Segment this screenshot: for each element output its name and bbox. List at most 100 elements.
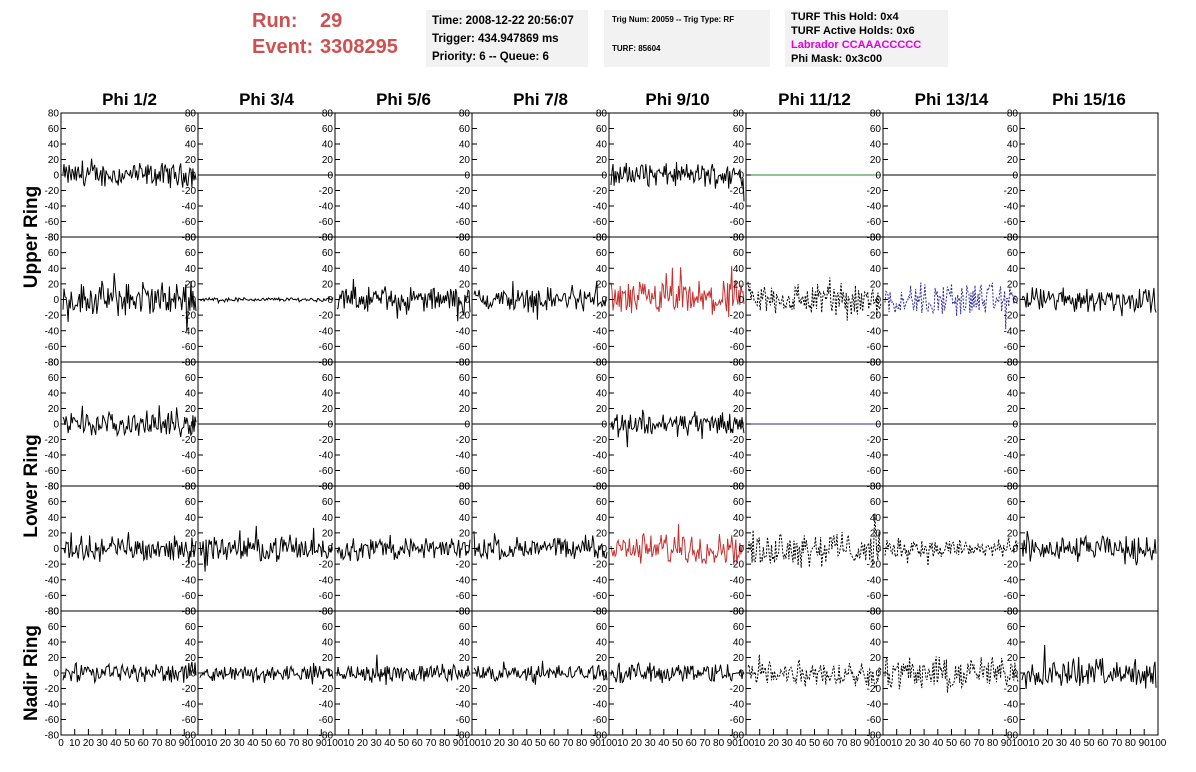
y-tick-label: 0: [1012, 420, 1018, 431]
y-tick-label: -80: [593, 731, 608, 742]
x-tick-label: 90: [453, 738, 465, 749]
y-tick-label: 80: [459, 358, 471, 369]
y-tick-label: -80: [45, 731, 60, 742]
y-tick-label: -20: [867, 560, 882, 571]
y-tick-label: -40: [1004, 326, 1019, 337]
x-tick-label: 30: [97, 738, 109, 749]
y-tick-label: 80: [870, 233, 882, 244]
y-tick-label: -80: [730, 731, 745, 742]
y-tick-label: -20: [456, 311, 471, 322]
y-tick-label: -40: [730, 451, 745, 462]
y-tick-label: -40: [1004, 451, 1019, 462]
y-tick-label: 80: [459, 109, 471, 120]
x-tick-label: 40: [110, 738, 122, 749]
y-tick-label: -60: [867, 466, 882, 477]
y-tick-label: 60: [870, 248, 882, 259]
phi-mask-line: Phi Mask: 0x3c00: [791, 53, 883, 65]
x-tick-label: 60: [275, 738, 287, 749]
y-tick-label: -40: [319, 451, 334, 462]
trigger-line: Trigger: 434.947869 ms: [432, 33, 559, 45]
y-tick-label: -40: [319, 202, 334, 213]
x-tick-label: 40: [521, 738, 533, 749]
y-tick-label: -20: [730, 186, 745, 197]
waveform-trace: [610, 409, 745, 448]
y-tick-label: 20: [1007, 653, 1019, 664]
y-tick-label: 80: [596, 358, 608, 369]
y-tick-label: 40: [733, 389, 745, 400]
y-tick-label: 0: [738, 295, 744, 306]
y-tick-label: 20: [733, 279, 745, 290]
x-tick-label: 10: [206, 738, 218, 749]
x-tick-label: 60: [138, 738, 150, 749]
y-tick-label: 60: [596, 124, 608, 135]
y-tick-label: 0: [738, 420, 744, 431]
y-tick-label: 80: [48, 109, 60, 120]
x-tick-label: 60: [412, 738, 424, 749]
y-tick-label: 0: [1012, 171, 1018, 182]
y-tick-label: 0: [327, 669, 333, 680]
y-tick-label: 80: [322, 482, 334, 493]
y-tick-label: 20: [870, 404, 882, 415]
y-tick-label: 60: [733, 373, 745, 384]
x-tick-label: 60: [960, 738, 972, 749]
y-tick-label: 80: [870, 482, 882, 493]
y-tick-label: 0: [53, 295, 59, 306]
panel-frame: [471, 236, 610, 363]
y-tick-label: -40: [593, 326, 608, 337]
y-tick-label: -20: [319, 311, 334, 322]
y-tick-label: -20: [867, 684, 882, 695]
y-tick-label: 40: [48, 389, 60, 400]
y-tick-label: 20: [48, 653, 60, 664]
y-tick-label: -80: [319, 731, 334, 742]
y-tick-label: -20: [593, 560, 608, 571]
x-tick-label: 80: [165, 738, 177, 749]
waveform-trace: [62, 273, 197, 332]
y-tick-label: 0: [875, 171, 881, 182]
trig-num-line: Trig Num: 20059 -- Trig Type: RF: [612, 15, 735, 24]
waveform-trace: [199, 525, 334, 572]
waveform-trace: [336, 654, 471, 685]
y-tick-label: -20: [45, 435, 60, 446]
x-tick-label: 10: [891, 738, 903, 749]
y-tick-label: 40: [870, 638, 882, 649]
y-tick-label: -40: [730, 700, 745, 711]
y-tick-label: -60: [867, 342, 882, 353]
column-title: Phi 11/12: [778, 90, 851, 109]
y-tick-label: -20: [45, 311, 60, 322]
y-tick-label: 60: [733, 248, 745, 259]
y-tick-label: 80: [48, 482, 60, 493]
panel-frame: [882, 610, 1021, 736]
y-tick-label: 60: [733, 622, 745, 633]
y-tick-label: 0: [464, 420, 470, 431]
y-tick-label: -80: [456, 482, 471, 493]
y-tick-label: 0: [601, 420, 607, 431]
y-tick-label: 60: [1007, 373, 1019, 384]
y-tick-label: -20: [1004, 560, 1019, 571]
y-tick-label: -80: [319, 233, 334, 244]
y-tick-label: 80: [596, 607, 608, 618]
y-tick-label: -40: [593, 700, 608, 711]
y-tick-label: 20: [459, 404, 471, 415]
y-tick-label: -60: [319, 591, 334, 602]
y-tick-label: 60: [322, 497, 334, 508]
y-tick-label: 20: [1007, 279, 1019, 290]
y-tick-label: 40: [1007, 513, 1019, 524]
y-tick-label: 40: [596, 638, 608, 649]
y-tick-label: 20: [1007, 528, 1019, 539]
x-tick-label: 70: [151, 738, 163, 749]
y-tick-label: -60: [319, 342, 334, 353]
y-tick-label: 0: [601, 669, 607, 680]
x-tick-label: 70: [288, 738, 300, 749]
y-tick-label: -80: [1004, 233, 1019, 244]
panel-frame: [745, 236, 884, 363]
y-tick-label: 60: [1007, 248, 1019, 259]
y-tick-label: -80: [182, 482, 197, 493]
y-tick-label: -60: [730, 342, 745, 353]
y-tick-label: 60: [48, 373, 60, 384]
y-tick-label: 20: [1007, 155, 1019, 166]
y-tick-label: 80: [596, 482, 608, 493]
y-tick-label: 0: [875, 420, 881, 431]
y-tick-label: 40: [48, 140, 60, 151]
waveform-trace: [62, 531, 197, 565]
